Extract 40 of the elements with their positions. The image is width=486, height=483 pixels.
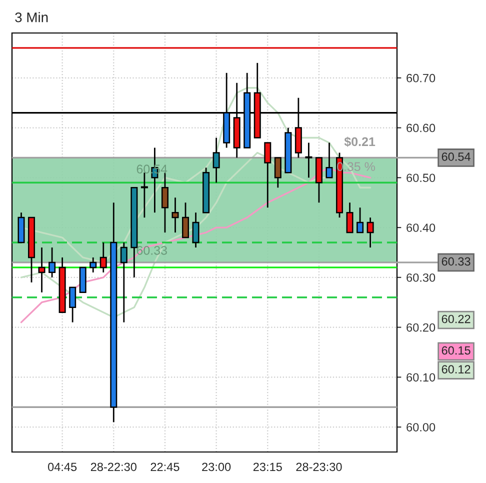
candlestick: [69, 286, 76, 324]
candlestick: [212, 137, 220, 184]
candlestick: [264, 142, 272, 208]
y-tick-label: 60.20: [406, 323, 436, 332]
annotation: $0.21: [344, 136, 376, 147]
text: 60.12: [442, 365, 470, 374]
candlestick: [161, 172, 168, 234]
candlestick: [366, 216, 374, 248]
y-tick-label: 60.10: [406, 373, 436, 382]
x-tick-label: 22:45: [150, 462, 180, 472]
candlestick: [140, 172, 148, 218]
y-tick-label: 60.00: [406, 423, 436, 432]
y-tick-label: 60.30: [406, 273, 436, 282]
candlestick: [356, 206, 364, 234]
candlestick: [100, 242, 107, 274]
candlestick: [172, 196, 179, 234]
x-tick-label: 28-23:30: [296, 462, 342, 472]
candlestick: [38, 246, 46, 294]
y-tick-label: 60.40: [406, 224, 436, 232]
x-tick-label: 28-22:30: [90, 462, 136, 472]
candlestick: [346, 202, 354, 234]
candlestick: [120, 242, 128, 324]
y-tick-label: 60.70: [406, 74, 436, 82]
candlestick: [192, 212, 200, 248]
ref-line-label: 60.33: [442, 257, 470, 266]
candlestick: [48, 246, 56, 278]
x-tick-label: 23:15: [253, 462, 282, 472]
candlestick: [326, 142, 333, 178]
y-tick-label: 60.50: [406, 174, 436, 182]
candlestick: [305, 142, 312, 178]
chart-title: 3 Min: [15, 12, 48, 22]
text: 60.22: [442, 314, 470, 324]
x-tick-label: 23:00: [202, 462, 231, 472]
ref-line-label: 60.54: [442, 152, 470, 161]
candlestick: [182, 202, 190, 238]
text: 60.15: [442, 346, 470, 355]
candlestick: [90, 256, 97, 274]
x-tick-label: 04:45: [48, 462, 77, 472]
y-tick-label: 60.60: [406, 124, 436, 132]
candlestick: [274, 157, 282, 188]
